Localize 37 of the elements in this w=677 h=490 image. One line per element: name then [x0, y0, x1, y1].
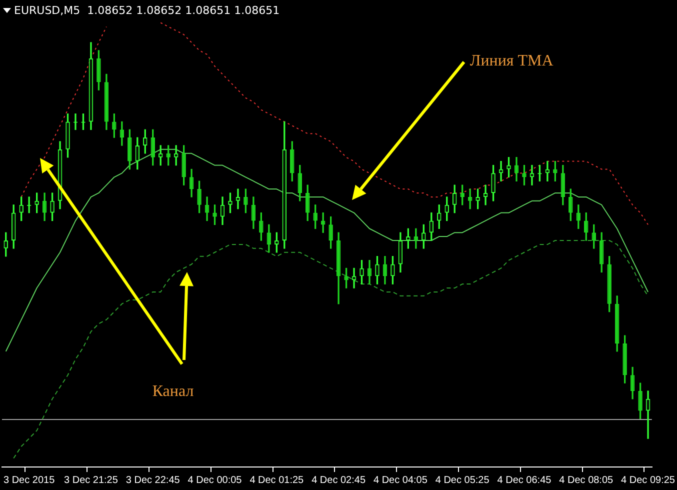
candlestick: [112, 113, 116, 138]
x-tick-label: 4 Dec 01:25: [250, 474, 304, 486]
candlestick: [228, 192, 232, 214]
x-tick-label: 4 Dec 02:45: [312, 474, 366, 486]
candlestick: [259, 212, 264, 241]
candlestick: [328, 216, 333, 249]
x-tick-label: 3 Dec 21:25: [64, 474, 118, 486]
candlestick: [406, 228, 410, 249]
candlestick: [182, 145, 186, 186]
x-tick-label: 4 Dec 00:05: [188, 474, 242, 486]
x-tick-label: 3 Dec 22:45: [126, 474, 180, 486]
candlestick: [646, 390, 650, 439]
candlestick: [360, 260, 364, 284]
candlestick: [344, 268, 348, 288]
candlestick: [553, 160, 558, 182]
candlestick: [34, 192, 39, 214]
candlestick: [622, 335, 627, 384]
candlestick: [491, 164, 496, 202]
candlestick: [244, 188, 248, 214]
candlestick: [476, 188, 480, 210]
chart-title: EURUSD,M5 1.08652 1.08652 1.08651 1.08651: [14, 4, 280, 17]
x-tick-label: 4 Dec 04:05: [373, 474, 428, 486]
x-tick-label: 3 Dec 2015: [4, 474, 56, 486]
x-tick-label: 4 Dec 06:45: [497, 474, 552, 486]
candlestick: [375, 256, 380, 284]
candlestick: [50, 192, 54, 222]
candlestick: [522, 164, 526, 186]
annotation: Линия TMA: [470, 52, 554, 70]
annotation: Канал: [152, 383, 194, 400]
candlestick: [390, 256, 395, 284]
candlestick: [96, 50, 101, 90]
candlestick: [66, 113, 70, 158]
x-tick-label: 4 Dec 08:05: [559, 474, 614, 486]
candlestick: [197, 180, 202, 214]
x-tick-label: 4 Dec 09:25: [621, 474, 676, 486]
x-tick-label: 4 Dec 05:25: [435, 474, 490, 486]
candlestick: [638, 382, 642, 420]
